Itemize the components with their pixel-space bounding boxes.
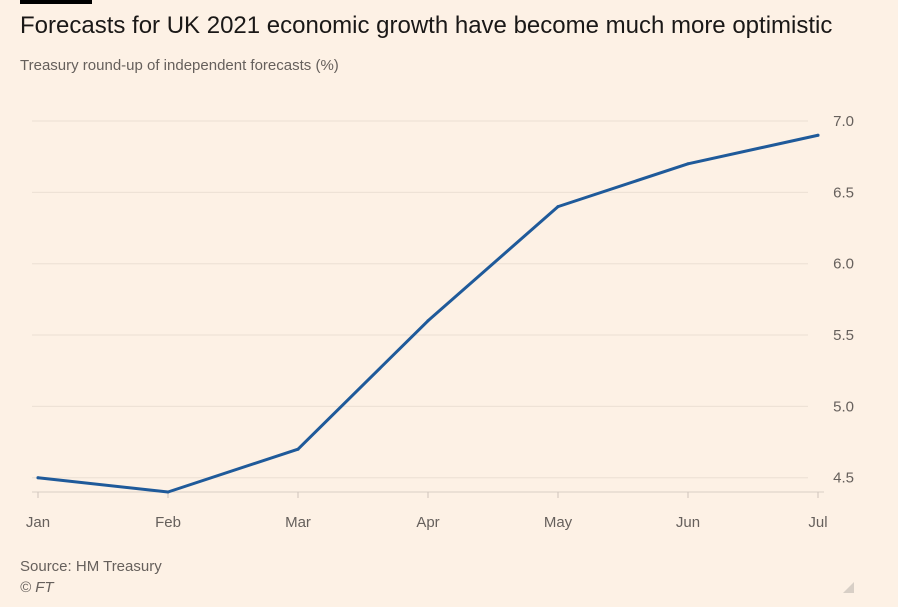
y-tick-label: 7.0 [833,113,854,130]
y-tick-label: 5.5 [833,327,854,344]
data-point [556,205,560,209]
x-tick-label: May [544,514,573,531]
x-tick-label: Feb [155,514,181,531]
x-tick-label: Apr [416,514,439,531]
chart-subtitle: Treasury round-up of independent forecas… [20,57,339,74]
data-point [166,490,170,494]
chart-title: Forecasts for UK 2021 economic growth ha… [20,12,833,39]
data-point [426,319,430,323]
y-tick-label: 4.5 [833,470,854,487]
y-tick-label: 5.0 [833,398,854,415]
x-tick-label: Jul [808,514,827,531]
data-point [816,133,820,137]
y-tick-label: 6.0 [833,256,854,273]
y-tick-label: 6.5 [833,184,854,201]
copyright-note: © FT [20,579,54,596]
series-line [36,133,820,494]
brand-bar [20,0,92,4]
source-note: Source: HM Treasury [20,558,162,575]
resize-handle-icon[interactable] [843,582,854,593]
data-point [36,476,40,480]
x-tick-label: Jan [26,514,50,531]
data-point [296,447,300,451]
x-tick-label: Jun [676,514,700,531]
x-tick-label: Mar [285,514,311,531]
data-point [686,162,690,166]
